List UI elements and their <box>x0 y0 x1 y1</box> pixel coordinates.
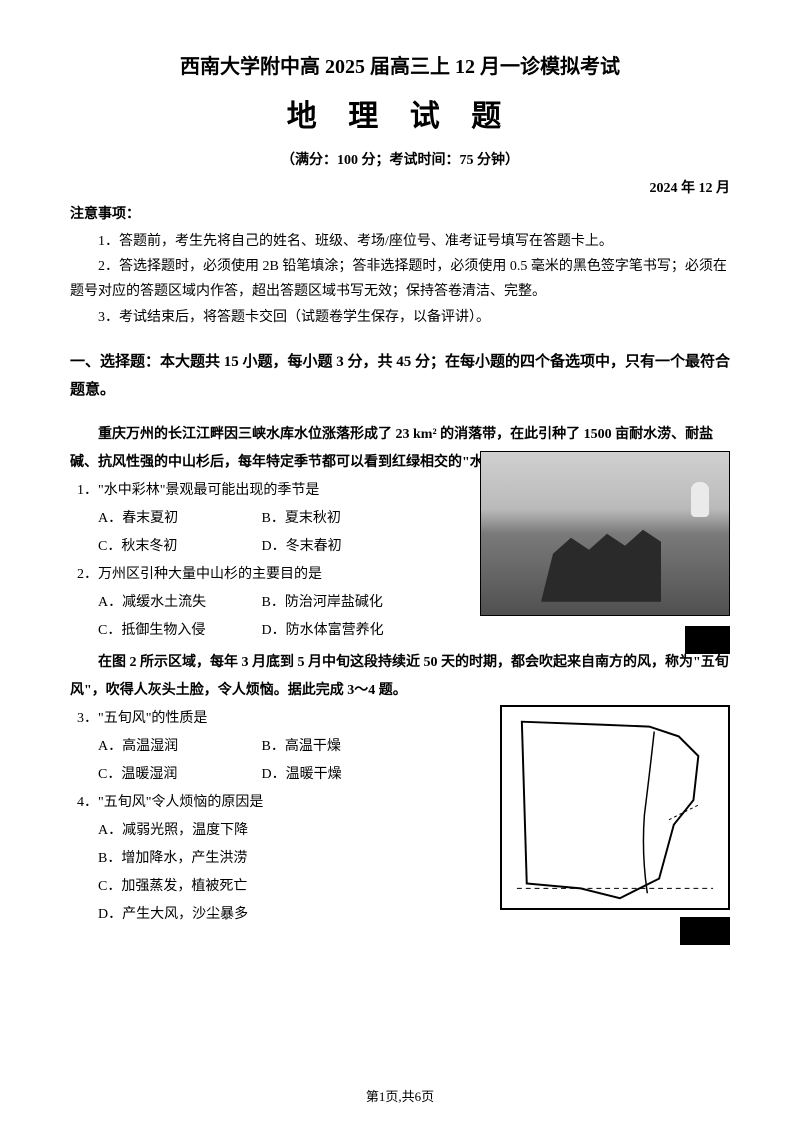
q1-optC: C．秋末冬初 <box>98 533 258 561</box>
exam-info: （满分：100 分；考试时间：75 分钟） <box>70 149 730 169</box>
q3-optA: A．高温湿润 <box>98 733 258 761</box>
section-header: 一、选择题：本大题共 15 小题，每小题 3 分，共 45 分；在每小题的四个备… <box>70 348 730 405</box>
passage2-block: 3．"五旬风"的性质是 A．高温湿润 B．高温干燥 C．温暖湿润 D．温暖干燥 … <box>70 705 730 945</box>
q2-optA: A．减缓水土流失 <box>98 589 258 617</box>
exam-date: 2024 年 12 月 <box>70 177 730 197</box>
q1-optD: D．冬末春初 <box>262 533 422 561</box>
notice-item-3: 3．考试结束后，将答题卡交回（试题卷学生保存，以备评讲）。 <box>70 305 730 330</box>
q3-optD: D．温暖干燥 <box>262 761 422 789</box>
page-footer: 第1页,共6页 <box>0 1086 800 1105</box>
figure2-map <box>500 705 730 910</box>
figure1-image <box>480 451 730 616</box>
passage2-text: 在图 2 所示区域，每年 3 月底到 5 月中旬这段持续近 50 天的时期，都会… <box>70 649 730 705</box>
q1-optB: B．夏末秋初 <box>262 505 422 533</box>
exam-title-line2: 地 理 试 题 <box>70 91 730 135</box>
passage1-block: 重庆万州的长江江畔因三峡水库水位涨落形成了 23 km² 的消落带，在此引种了 … <box>70 421 730 645</box>
notice-item-2: 2．答选择题时，必须使用 2B 铅笔填涂；答非选择题时，必须使用 0.5 毫米的… <box>70 254 730 304</box>
q2-optB: B．防治河岸盐碱化 <box>262 589 422 617</box>
q1-optA: A．春末夏初 <box>98 505 258 533</box>
redaction-box-1 <box>685 626 730 654</box>
notice-item-1: 1．答题前，考生先将自己的姓名、班级、考场/座位号、准考证号填写在答题卡上。 <box>70 229 730 254</box>
exam-title-line1: 西南大学附中高 2025 届高三上 12 月一诊模拟考试 <box>70 50 730 79</box>
redaction-box-2 <box>680 917 730 945</box>
notice-header: 注意事项： <box>70 203 730 223</box>
q2-options-row2: C．抵御生物入侵 D．防水体富营养化 <box>98 617 730 645</box>
q3-optB: B．高温干燥 <box>262 733 422 761</box>
q2-optC: C．抵御生物入侵 <box>98 617 258 645</box>
q2-optD: D．防水体富营养化 <box>262 617 422 645</box>
q3-optC: C．温暖湿润 <box>98 761 258 789</box>
